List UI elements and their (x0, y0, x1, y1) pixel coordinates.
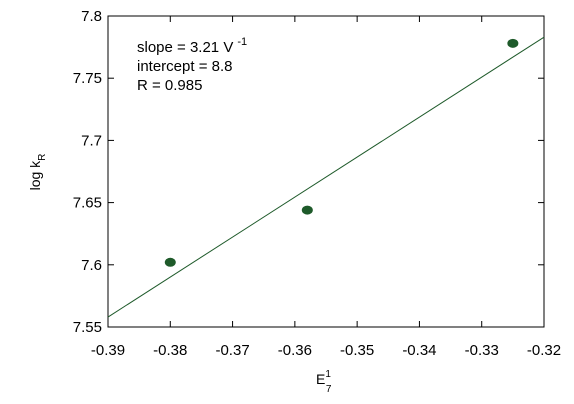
y-tick-label: 7.6 (81, 257, 102, 274)
x-tick-label: -0.35 (340, 342, 374, 359)
y-axis-title: log kR (27, 154, 48, 191)
plot-frame (107, 15, 545, 328)
x-tick-labels: -0.39 -0.38 -0.37 -0.36 -0.35 -0.34 -0.33 -0.32 (91, 342, 561, 359)
x-tick-label: -0.39 (91, 342, 125, 359)
y-tick-label: 7.7 (81, 132, 102, 149)
y-tick-label: 7.65 (73, 195, 102, 212)
y-tick-label: 7.75 (73, 70, 102, 87)
data-points (164, 38, 519, 267)
x-tick-label: -0.33 (465, 342, 499, 359)
fit-line (107, 36, 545, 318)
annotation-box: slope = 3.21 V -1 intercept = 8.8 R = 0.9… (137, 36, 247, 94)
data-point (164, 257, 176, 267)
data-point (507, 38, 519, 48)
y-tick-labels: 7.55 7.6 7.65 7.7 7.75 7.8 (73, 8, 102, 336)
annotation-r: R = 0.985 (137, 77, 202, 94)
y-tick-label: 7.8 (81, 8, 102, 25)
annotation-intercept: intercept = 8.8 (137, 58, 232, 75)
x-axis-title: E1 7 (316, 369, 332, 395)
tick-marks (107, 15, 545, 328)
x-tick-label: -0.32 (527, 342, 561, 359)
annotation-slope: slope = 3.21 V -1 (137, 36, 247, 56)
x-tick-label: -0.36 (278, 342, 312, 359)
data-point (301, 205, 313, 215)
y-tick-label: 7.55 (73, 319, 102, 336)
x-tick-label: -0.34 (402, 342, 436, 359)
x-tick-label: -0.38 (153, 342, 187, 359)
x-tick-label: -0.37 (215, 342, 249, 359)
